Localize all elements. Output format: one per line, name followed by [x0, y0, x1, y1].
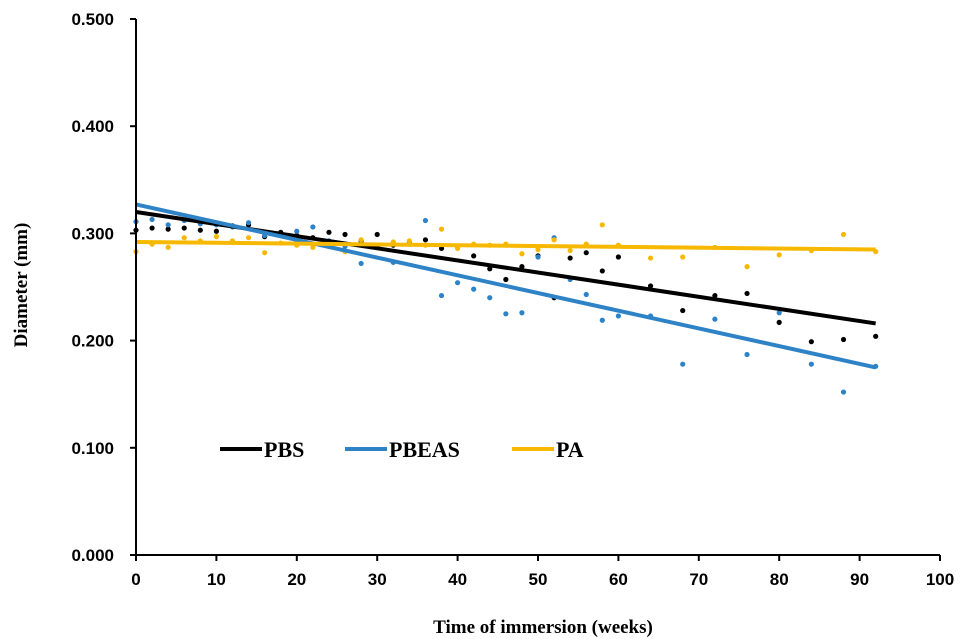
y-tick-label: 0.500: [71, 10, 114, 29]
data-point: [599, 222, 605, 228]
data-point: [551, 237, 557, 243]
data-point: [438, 245, 445, 252]
data-point: [840, 231, 847, 238]
x-axis-ticks: 0 10 20 30 40 50 60 70 80 90 100: [131, 555, 954, 589]
data-point: [808, 361, 814, 367]
x-tick-label: 40: [448, 570, 467, 589]
data-point: [776, 319, 782, 325]
data-point: [519, 251, 525, 257]
data-point: [680, 361, 686, 367]
data-point: [519, 310, 525, 316]
legend-label-pbeas: PBEAS: [389, 437, 460, 462]
data-point: [326, 229, 332, 235]
data-point: [294, 228, 300, 234]
x-tick-label: 90: [850, 570, 869, 589]
data-point: [503, 276, 509, 283]
data-point: [310, 244, 316, 250]
data-point: [181, 225, 187, 231]
x-axis-title: Time of immersion (weeks): [433, 617, 653, 638]
data-point: [840, 336, 847, 343]
data-point: [567, 247, 573, 254]
data-point: [358, 260, 364, 267]
data-point: [149, 225, 155, 231]
legend-label-pa: PA: [556, 437, 584, 462]
data-point: [776, 310, 782, 316]
data-point: [438, 226, 445, 232]
data-point: [647, 283, 654, 289]
data-point: [262, 250, 268, 256]
x-tick-label: 100: [926, 570, 954, 589]
data-point: [181, 235, 187, 241]
data-point: [406, 238, 412, 244]
x-tick-label: 70: [689, 570, 708, 589]
trendline-pbeas: [135, 202, 877, 370]
data-point: [455, 280, 461, 286]
data-point: [873, 333, 879, 339]
data-point: [197, 227, 203, 233]
x-tick-label: 60: [609, 570, 628, 589]
data-point: [567, 255, 573, 261]
x-tick-label: 80: [770, 570, 789, 589]
data-point: [583, 250, 589, 256]
data-point: [165, 222, 171, 228]
y-axis-ticks: 0.000 0.100 0.200 0.300 0.400 0.500: [71, 10, 136, 565]
x-tick-label: 50: [529, 570, 548, 589]
data-point: [503, 311, 509, 317]
data-point: [712, 292, 718, 299]
data-point: [149, 216, 155, 223]
data-point: [471, 286, 477, 292]
y-tick-label: 0.400: [71, 117, 114, 136]
y-tick-label: 0.300: [71, 224, 114, 243]
data-point: [647, 255, 654, 261]
x-tick-label: 30: [368, 570, 387, 589]
data-point: [615, 254, 622, 260]
data-point: [599, 268, 605, 274]
data-point: [615, 313, 622, 319]
x-tick-label: 0: [131, 570, 140, 589]
y-tick-label: 0.000: [71, 546, 114, 565]
y-tick-label: 0.200: [71, 332, 114, 351]
data-point: [776, 252, 782, 258]
data-point: [165, 244, 171, 250]
data-point: [342, 231, 348, 238]
x-tick-label: 10: [207, 570, 226, 589]
legend: PBS PBEAS PA: [220, 437, 584, 462]
data-point: [471, 253, 477, 259]
plot-series: [133, 202, 879, 395]
data-point: [535, 254, 541, 260]
series-pbs-points: [133, 222, 879, 345]
legend-label-pbs: PBS: [264, 437, 304, 462]
data-point: [213, 234, 219, 240]
data-point: [712, 316, 718, 322]
data-point: [438, 292, 445, 299]
trendline-pa: [135, 239, 876, 252]
data-point: [744, 351, 750, 358]
y-axis-title: Diameter (mm): [11, 223, 32, 348]
data-point: [374, 231, 380, 238]
data-point: [310, 224, 316, 230]
data-point: [422, 217, 429, 224]
data-point: [808, 339, 814, 345]
data-point: [245, 220, 252, 226]
data-point: [165, 226, 171, 232]
data-point: [487, 295, 493, 301]
data-point: [840, 389, 847, 395]
data-point: [245, 235, 252, 241]
data-point: [680, 307, 686, 314]
data-point: [358, 237, 364, 243]
x-tick-label: 20: [287, 570, 306, 589]
data-point: [535, 246, 541, 253]
y-tick-label: 0.100: [71, 439, 114, 458]
data-point: [599, 317, 605, 323]
data-point: [422, 237, 429, 243]
data-point: [680, 254, 686, 260]
data-point: [213, 228, 219, 234]
data-point: [583, 291, 589, 298]
data-point: [744, 290, 750, 297]
data-point: [744, 264, 750, 270]
